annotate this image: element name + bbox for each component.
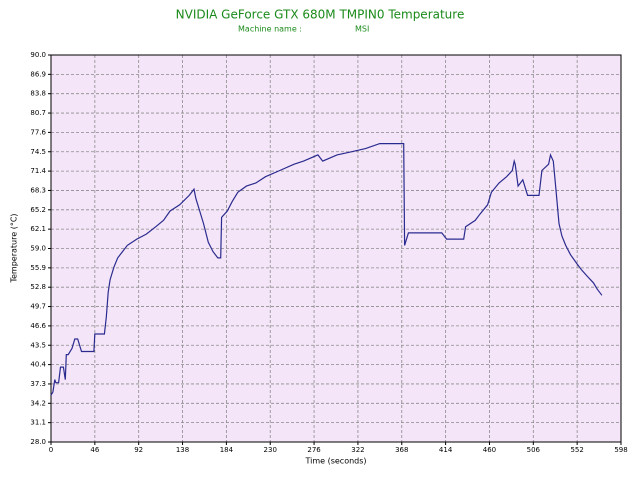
x-tick-label: 92	[134, 446, 143, 454]
y-tick-label: 52.8	[30, 283, 46, 291]
chart-title: NVIDIA GeForce GTX 680M TMPIN0 Temperatu…	[176, 8, 465, 22]
y-tick-label: 43.5	[30, 341, 46, 349]
x-tick-label: 138	[176, 446, 189, 454]
y-tick-label: 68.3	[30, 186, 46, 194]
x-tick-label: 460	[483, 446, 496, 454]
y-tick-label: 80.7	[30, 109, 46, 117]
y-tick-label: 55.9	[30, 264, 46, 272]
y-tick-label: 65.2	[30, 206, 46, 214]
y-tick-label: 90.0	[30, 51, 46, 59]
y-tick-label: 46.6	[30, 322, 46, 330]
x-tick-label: 184	[220, 446, 234, 454]
y-tick-label: 74.5	[30, 148, 46, 156]
x-tick-label: 506	[527, 446, 541, 454]
x-tick-label: 414	[439, 446, 453, 454]
machine-name: MSI	[355, 25, 369, 34]
x-axis-label: Time (seconds)	[304, 457, 366, 466]
temperature-line	[50, 143, 603, 396]
y-tick-label: 31.1	[30, 419, 46, 427]
machine-label: Machine name :	[238, 25, 302, 34]
y-tick-label: 59.0	[30, 245, 46, 253]
y-tick-label: 28.0	[30, 438, 46, 446]
y-tick-label: 34.2	[30, 399, 46, 407]
x-tick-label: 368	[395, 446, 408, 454]
y-tick-label: 49.7	[30, 303, 46, 311]
x-tick-label: 0	[49, 446, 53, 454]
y-tick-label: 83.8	[30, 90, 46, 98]
y-tick-label: 71.4	[30, 167, 46, 175]
y-axis-label: Temperature (°C)	[10, 213, 19, 283]
x-tick-label: 276	[307, 446, 321, 454]
y-tick-label: 77.6	[30, 128, 46, 136]
y-tick-label: 86.9	[30, 70, 46, 78]
y-tick-label: 37.3	[30, 380, 46, 388]
x-tick-label: 598	[614, 446, 627, 454]
x-tick-label: 552	[570, 446, 583, 454]
x-tick-label: 230	[264, 446, 277, 454]
x-tick-label: 46	[90, 446, 99, 454]
y-tick-label: 40.4	[30, 361, 46, 369]
x-tick-label: 322	[351, 446, 364, 454]
y-tick-label: 62.1	[30, 225, 46, 233]
plot-border	[50, 54, 622, 443]
